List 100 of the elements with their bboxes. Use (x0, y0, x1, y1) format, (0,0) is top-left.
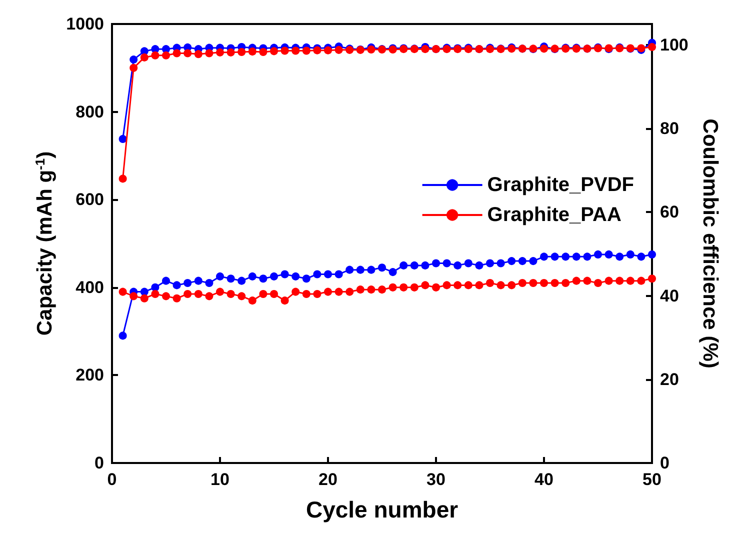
point (226, 48, 235, 56)
point (518, 279, 526, 288)
point (302, 46, 310, 55)
x-tick-label: 10 (210, 470, 230, 489)
point (184, 49, 192, 58)
point (140, 294, 148, 302)
point (205, 279, 214, 288)
point (248, 272, 256, 280)
point (118, 174, 127, 183)
point (432, 283, 440, 292)
x-tick-label: 30 (426, 470, 446, 489)
point (464, 259, 472, 268)
point (346, 288, 354, 296)
point (518, 257, 526, 266)
point (270, 47, 278, 56)
point (140, 53, 148, 62)
point (334, 288, 343, 296)
point (259, 48, 268, 56)
point (550, 279, 559, 288)
point (205, 49, 214, 58)
point (259, 290, 268, 298)
point (388, 268, 397, 276)
point (194, 276, 202, 285)
point (486, 259, 494, 268)
point (410, 283, 418, 292)
y-axis-title: Capacity (mAh g-1) (32, 151, 56, 336)
point (238, 292, 246, 300)
point (356, 286, 364, 294)
point (475, 281, 484, 290)
y2-tick-label: 80 (660, 119, 679, 138)
point (378, 286, 386, 294)
point (594, 250, 602, 258)
point (226, 274, 235, 283)
point (486, 279, 494, 288)
point (421, 45, 430, 54)
point (529, 279, 538, 288)
point (432, 259, 440, 268)
point (616, 276, 624, 285)
point (442, 259, 451, 268)
point (313, 290, 322, 298)
point (184, 279, 192, 288)
point (151, 290, 160, 298)
legend-label: Graphite_PVDF (487, 174, 634, 196)
point (529, 257, 538, 266)
point (410, 261, 418, 270)
point (637, 252, 646, 261)
point (302, 290, 310, 298)
x-tick-label: 40 (534, 470, 554, 489)
point (216, 272, 224, 280)
x-axis-title: Cycle number (306, 496, 458, 522)
point (140, 47, 148, 56)
point (346, 266, 354, 274)
point (313, 270, 322, 278)
point (162, 51, 170, 60)
point (238, 276, 246, 285)
point (194, 50, 202, 58)
point (130, 64, 138, 72)
point (421, 261, 430, 270)
point (648, 42, 656, 51)
point (367, 46, 376, 54)
point (626, 276, 634, 285)
point (216, 48, 224, 56)
y2-tick-label: 60 (660, 202, 679, 222)
point (162, 45, 170, 54)
point (604, 276, 613, 285)
x-tick-label: 50 (642, 470, 662, 489)
point (226, 290, 235, 298)
point (118, 332, 127, 340)
point (216, 288, 224, 296)
point (367, 286, 376, 294)
point (248, 48, 256, 56)
point (594, 279, 602, 288)
y-tick-label: 400 (76, 278, 104, 297)
y-tick-label: 800 (76, 102, 104, 122)
point (572, 252, 580, 261)
point (508, 281, 516, 290)
point (648, 274, 656, 283)
x-tick-label: 0 (107, 470, 117, 489)
point (454, 261, 462, 270)
x-tick-label: 20 (318, 470, 338, 489)
point (172, 294, 181, 302)
point (496, 281, 505, 290)
y2-tick-label: 100 (660, 35, 688, 54)
point (292, 272, 300, 280)
point (400, 283, 408, 292)
point (583, 252, 592, 261)
point (302, 274, 310, 283)
point (130, 56, 138, 64)
point (324, 288, 332, 296)
point (248, 296, 256, 305)
point (194, 290, 202, 298)
point (604, 250, 613, 258)
point (626, 250, 634, 258)
point (334, 46, 343, 54)
point (356, 266, 364, 274)
point (118, 288, 127, 296)
y2-axis-title: Coulombic efficience (%) (698, 118, 722, 368)
point (442, 281, 451, 290)
point (280, 46, 289, 55)
point (583, 276, 592, 285)
